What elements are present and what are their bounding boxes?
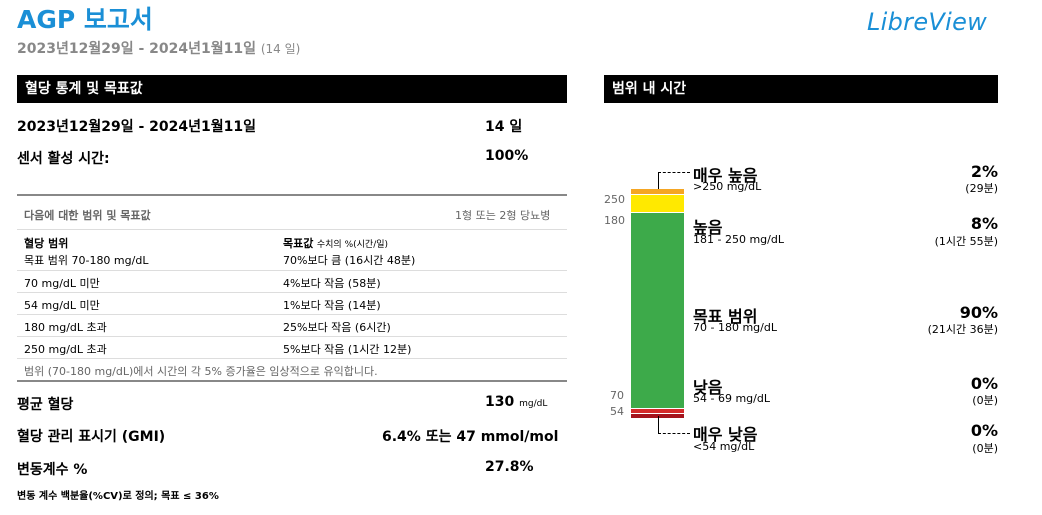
col-range-header: 혈당 범위 xyxy=(24,237,69,250)
tick-label-180: 180 xyxy=(604,214,625,227)
category-range: 70 - 180 mg/dL xyxy=(693,321,777,334)
category-range: 54 - 69 mg/dL xyxy=(693,392,770,405)
target-row-value: 5%보다 작음 (1시간 12분) xyxy=(283,343,412,356)
target-row-value: 25%보다 작음 (6시간) xyxy=(283,321,391,334)
tir-banner: 범위 내 시간 xyxy=(604,75,998,103)
tick-label-70: 70 xyxy=(610,389,624,402)
category-name: 높음 xyxy=(693,218,723,237)
category-percent: 2% xyxy=(970,162,998,181)
target-row-range: 70 mg/dL 미만 xyxy=(24,277,100,290)
target-row-value: 4%보다 작음 (58분) xyxy=(283,277,381,290)
divider xyxy=(17,380,567,382)
connector-line xyxy=(658,172,690,174)
target-row-value: 70%보다 큼 (16시간 48분) xyxy=(283,254,416,267)
divider xyxy=(17,292,567,293)
target-row-range: 54 mg/dL 미만 xyxy=(24,299,100,312)
bar-segment-high xyxy=(631,195,684,212)
stats-banner: 혈당 통계 및 목표값 xyxy=(17,75,567,103)
avg-glucose-value: 130 mg/dL xyxy=(485,394,547,410)
cv-value: 27.8% xyxy=(485,459,534,475)
tick-label-54: 54 xyxy=(610,405,624,418)
col-target-note: 수치의 %(시간/일) xyxy=(316,240,389,250)
category-time: (21시간 36분) xyxy=(927,323,998,336)
bar-segment-in-range xyxy=(631,213,684,408)
connector-line xyxy=(658,416,659,433)
bar-segment-very-low xyxy=(631,414,684,418)
period-value: 14 일 xyxy=(485,119,523,135)
divider xyxy=(17,194,567,196)
period-label: 2023년12월29일 - 2024년1월11일 xyxy=(17,119,256,135)
category-percent: 0% xyxy=(970,374,998,393)
cv-label: 변동계수 % xyxy=(17,462,88,478)
category-range: >250 mg/dL xyxy=(693,180,762,193)
tick-label-250: 250 xyxy=(604,193,625,206)
connector-line xyxy=(658,433,690,435)
report-date-range: 2023년12월29일 - 2024년1월11일 (14 일) xyxy=(17,38,300,58)
bar-segment-low xyxy=(631,409,684,413)
category-range: <54 mg/dL xyxy=(693,440,755,453)
targets-footnote: 범위 (70-180 mg/dL)에서 시간의 각 5% 증가율은 임상적으로 … xyxy=(24,365,378,378)
connector-line xyxy=(658,172,659,189)
days-count: (14 일) xyxy=(260,42,301,56)
divider xyxy=(17,314,567,315)
target-row-range: 목표 범위 70-180 mg/dL xyxy=(24,254,149,267)
targets-header-left: 다음에 대한 범위 및 목표값 xyxy=(24,209,151,222)
category-percent: 0% xyxy=(970,421,998,440)
category-name: 낮음 xyxy=(693,378,723,397)
cv-note: 변동 계수 백분율(%CV)로 정의; 목표 ≤ 36% xyxy=(17,491,219,502)
sensor-label: 센서 활성 시간: xyxy=(17,151,110,167)
col-target-header: 목표값 수치의 %(시간/일) xyxy=(283,235,388,251)
report-title: AGP 보고서 xyxy=(17,5,153,34)
targets-header-right: 1형 또는 2형 당뇨병 xyxy=(455,209,551,222)
category-percent: 90% xyxy=(959,303,998,322)
gmi-value: 6.4% 또는 47 mmol/mol xyxy=(382,429,559,445)
avg-glucose-label: 평균 혈당 xyxy=(17,397,74,413)
category-time: (29분) xyxy=(965,182,998,195)
col-target-title: 목표값 xyxy=(283,237,314,250)
divider xyxy=(17,336,567,337)
libreview-logo: LibreView xyxy=(867,8,988,36)
target-row-range: 180 mg/dL 초과 xyxy=(24,321,107,334)
category-name: 목표 범위 xyxy=(693,307,758,326)
sensor-value: 100% xyxy=(485,148,529,164)
date-range-text: 2023년12월29일 - 2024년1월11일 xyxy=(17,41,256,57)
category-name: 매우 높음 xyxy=(693,166,758,185)
divider xyxy=(17,358,567,359)
category-time: (0분) xyxy=(972,394,998,407)
category-range: 181 - 250 mg/dL xyxy=(693,233,784,246)
category-time: (1시간 55분) xyxy=(934,235,998,248)
target-row-range: 250 mg/dL 초과 xyxy=(24,343,107,356)
target-row-value: 1%보다 작음 (14분) xyxy=(283,299,381,312)
gmi-label: 혈당 관리 표시기 (GMI) xyxy=(17,429,166,445)
category-name: 매우 낮음 xyxy=(693,425,758,444)
category-percent: 8% xyxy=(970,214,998,233)
category-time: (0분) xyxy=(972,442,998,455)
divider xyxy=(17,270,567,271)
avg-glucose-unit: mg/dL xyxy=(519,399,548,409)
avg-glucose-number: 130 xyxy=(485,394,515,410)
divider xyxy=(17,229,567,230)
bar-segment-very-high xyxy=(631,189,684,194)
